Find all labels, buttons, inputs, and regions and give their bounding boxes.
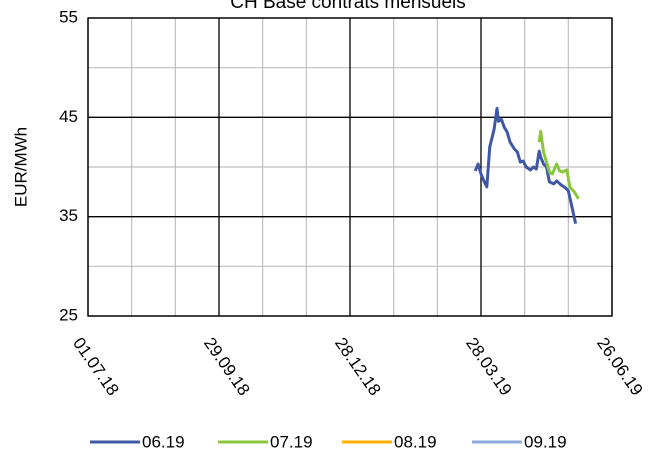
line-series [537, 129, 580, 200]
x-tick-label: 28.03.19 [462, 334, 516, 399]
y-axis-label: EUR/MWh [11, 127, 30, 207]
x-tick-label: 28.12.18 [331, 334, 385, 399]
line-series [473, 106, 578, 224]
legend-label: 07.19 [270, 432, 313, 451]
y-tick-label: 35 [59, 206, 78, 225]
x-tick-label: 01.07.18 [69, 334, 123, 399]
y-tick-label: 45 [59, 107, 78, 126]
legend-label: 06.19 [142, 432, 185, 451]
chart-title: CH Base contrats mensuels [230, 0, 466, 13]
legend-label: 09.19 [524, 432, 567, 451]
plot-border [87, 17, 613, 317]
legend-label: 08.19 [394, 432, 437, 451]
x-tick-label: 26.06.19 [593, 334, 647, 399]
y-tick-label: 25 [59, 305, 78, 324]
x-tick-label: 29.09.18 [200, 334, 254, 399]
y-tick-label: 55 [59, 7, 78, 26]
